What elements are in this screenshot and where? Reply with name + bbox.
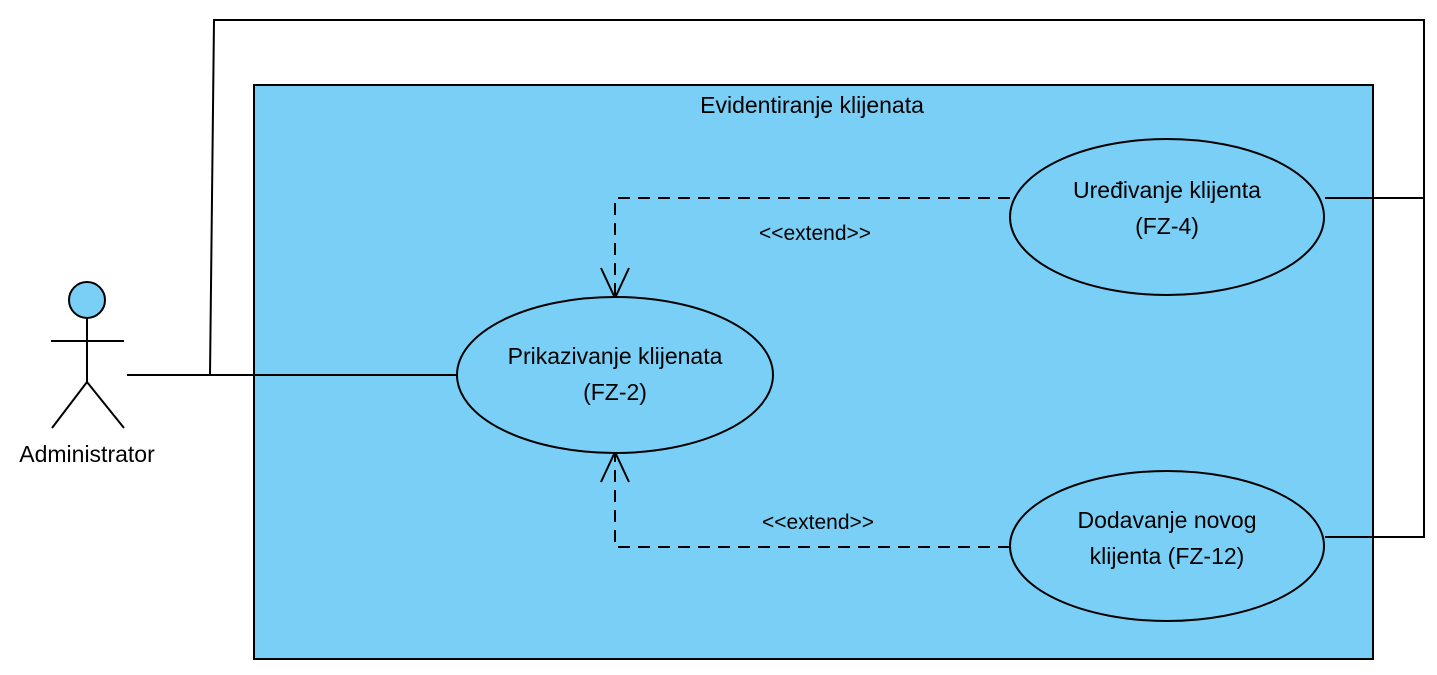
actor-head-icon — [68, 281, 106, 319]
usecase-prikazivanje-line1: Prikazivanje klijenata — [508, 343, 723, 369]
actor-administrator[interactable] — [51, 281, 125, 429]
usecase-prikazivanje-line2: (FZ-2) — [583, 379, 647, 405]
usecase-prikazivanje-ellipse — [456, 296, 774, 454]
usecase-uredjivanje-line2: (FZ-4) — [1135, 213, 1199, 239]
usecase-dodavanje-ellipse — [1009, 470, 1325, 622]
usecase-uredjivanje-line1: Uređivanje klijenta — [1073, 177, 1261, 203]
system-boundary-title: Evidentiranje klijenata — [700, 92, 924, 118]
extend-line-dodavanje[interactable] — [614, 455, 1010, 548]
usecase-dodavanje-line2: klijenta (FZ-12) — [1090, 543, 1245, 569]
usecase-uredjivanje-ellipse — [1009, 138, 1325, 296]
association-actor-uredjivanje[interactable] — [209, 19, 1425, 376]
usecase-uredjivanje-klijenta[interactable]: Uređivanje klijenta (FZ-4) — [1009, 138, 1325, 296]
actor-right-leg-icon — [86, 381, 125, 429]
extend-label-top: <<extend>> — [759, 222, 871, 245]
extend-line-uredjivanje[interactable] — [614, 197, 1010, 295]
actor-left-leg-icon — [51, 381, 88, 429]
extend-label-bottom: <<extend>> — [762, 511, 874, 534]
extend-relations — [614, 197, 1010, 548]
usecase-dodavanje-klijenta[interactable]: Dodavanje novog klijenta (FZ-12) — [1009, 470, 1325, 622]
usecase-dodavanje-line1: Dodavanje novog — [1077, 507, 1256, 533]
association-lines — [127, 19, 1425, 538]
association-actor-dodavanje[interactable] — [1325, 198, 1425, 538]
usecase-prikazivanje-klijenata[interactable]: Prikazivanje klijenata (FZ-2) — [456, 296, 774, 454]
actor-label: Administrator — [19, 441, 155, 467]
